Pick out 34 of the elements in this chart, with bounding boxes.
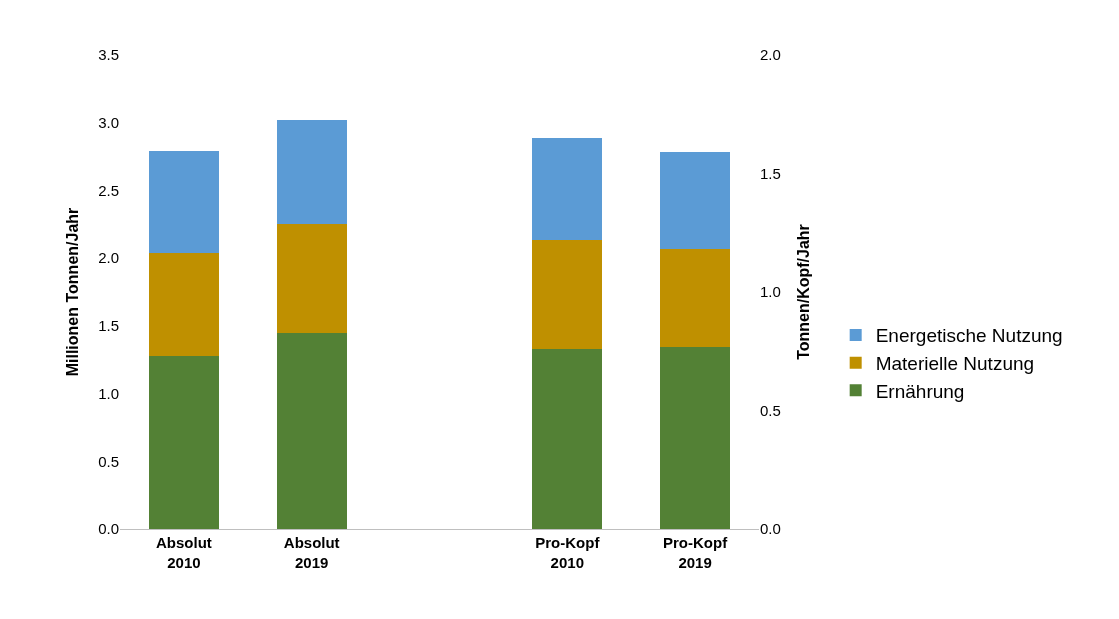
- bar: [659, 346, 731, 529]
- y-tick-label: 3.5: [98, 46, 119, 64]
- legend-label: Materielle Nutzung: [875, 353, 1035, 375]
- bar: [532, 348, 603, 529]
- y-tick-label: 2.5: [98, 181, 119, 199]
- x-tick-label: Pro-Kopf 2019: [663, 534, 729, 571]
- bar: [276, 332, 347, 529]
- bar: [532, 239, 603, 349]
- bar: [276, 120, 347, 225]
- y2-tick-label: 2.0: [760, 46, 781, 64]
- y-tick-label: 1.0: [98, 384, 119, 402]
- bar: [148, 151, 220, 253]
- y-tick-label: 0.5: [98, 452, 119, 470]
- y2-tick-label: 1.0: [760, 283, 781, 301]
- x-tick-label: Absolut 2019: [283, 534, 340, 571]
- legend-label: Ernährung: [875, 380, 965, 402]
- y-axis-title: Millionen Tonnen/Jahr: [64, 207, 81, 377]
- y2-axis-title: Tonnen/Kopf/Jahr: [795, 224, 812, 360]
- y2-tick-label: 0.0: [760, 520, 781, 538]
- bar: [148, 252, 220, 356]
- y2-tick-label: 1.5: [760, 164, 781, 182]
- bar: [659, 249, 731, 347]
- y-tick-label: 0.0: [98, 520, 119, 538]
- y-tick-label: 1.5: [98, 317, 119, 335]
- bar: [276, 224, 347, 333]
- bar: [532, 137, 603, 240]
- x-tick-label: Absolut 2010: [155, 534, 212, 571]
- y-tick-label: 2.0: [98, 249, 119, 267]
- y2-tick-label: 0.5: [760, 401, 781, 419]
- bar: [148, 355, 220, 529]
- x-tick-label: Pro-Kopf 2010: [535, 534, 601, 571]
- legend-label: Energetische Nutzung: [875, 325, 1063, 347]
- y-tick-label: 3.0: [98, 113, 119, 131]
- bar: [659, 152, 731, 250]
